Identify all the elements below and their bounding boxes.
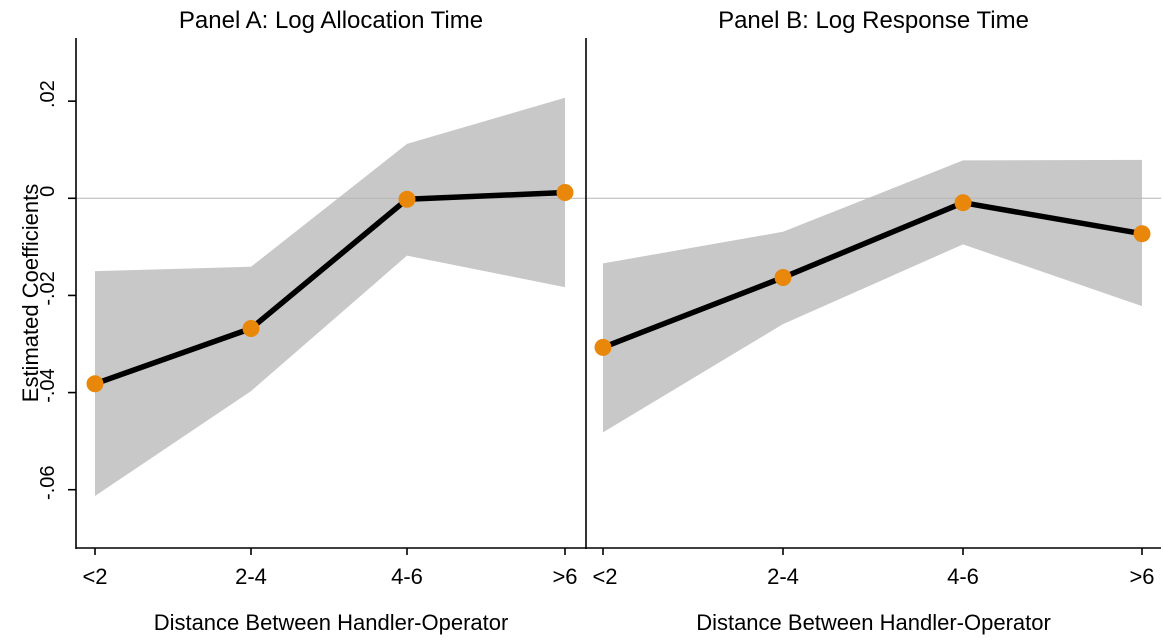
panel-b-x-axis-label: Distance Between Handler-Operator: [696, 610, 1051, 635]
panel-a-x-axis-label: Distance Between Handler-Operator: [154, 610, 509, 635]
y-axis-label: Estimated Coefficients: [18, 184, 43, 402]
panel-b-title: Panel B: Log Response Time: [718, 7, 1029, 34]
y-tick-label: 0: [37, 186, 59, 197]
data-point-panel-b: [774, 269, 792, 286]
y-tick-label: .02: [37, 80, 59, 108]
data-point-panel-a: [556, 184, 574, 201]
x-tick-label: >6: [1129, 564, 1154, 589]
series-line-panel-a: [92, 189, 568, 387]
x-tick-label: >6: [552, 564, 577, 589]
x-tick-label: <2: [592, 564, 617, 589]
data-point-panel-b: [1133, 225, 1151, 243]
data-point-panel-a: [398, 190, 416, 208]
data-point-panel-a: [86, 375, 104, 393]
y-tick-label: -.06: [37, 465, 59, 499]
x-tick-label: <2: [82, 564, 107, 589]
confidence-band-panel-b: [603, 159, 1142, 433]
x-tick-label: 2-4: [767, 564, 799, 589]
x-tick-label: 4-6: [947, 564, 979, 589]
series-line-panel-b: [600, 199, 1145, 351]
y-tick-label: -.04: [37, 368, 59, 402]
data-point-panel-b: [954, 194, 972, 212]
x-tick-label: 4-6: [391, 564, 423, 589]
data-point-panel-b: [594, 338, 612, 356]
data-point-panel-a: [242, 320, 260, 337]
confidence-band-panel-a: [95, 97, 565, 496]
x-tick-label: 2-4: [235, 564, 267, 589]
panel-a-title: Panel A: Log Allocation Time: [179, 7, 483, 34]
y-tick-label: -.02: [37, 271, 59, 305]
